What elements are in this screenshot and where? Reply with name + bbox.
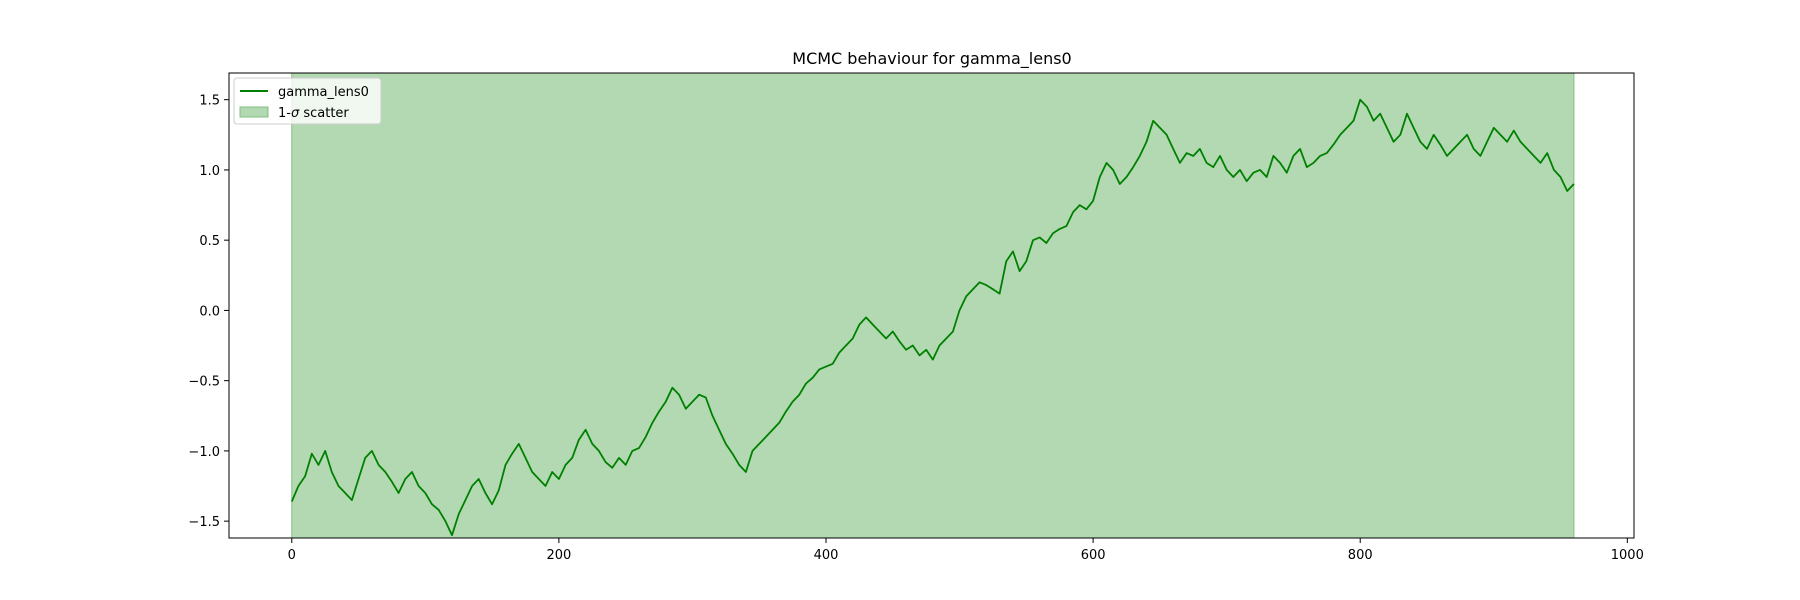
- chart-title: MCMC behaviour for gamma_lens0: [792, 49, 1071, 69]
- legend-band-sigma: σ: [291, 106, 300, 121]
- y-tick-label: −1.0: [188, 445, 220, 460]
- legend-band-swatch: [239, 106, 269, 118]
- y-tick-label: 0.5: [199, 234, 220, 249]
- x-tick-label: 400: [814, 548, 839, 563]
- legend-band-suffix: scatter: [299, 106, 349, 121]
- y-tick-label: −0.5: [188, 375, 220, 390]
- y-tick-label: 1.5: [199, 94, 220, 109]
- plot-frame: [228, 72, 1635, 539]
- x-tick-label: 200: [546, 548, 571, 563]
- legend-line-label: gamma_lens0: [278, 85, 369, 100]
- x-tick-label: 0: [288, 548, 296, 563]
- series-layer: [290, 98, 1575, 537]
- x-axis: 0 200 400 600 800 1000: [288, 538, 1644, 563]
- y-tick-label: −1.5: [188, 515, 220, 530]
- x-tick-label: 1000: [1611, 548, 1644, 563]
- legend-box: [233, 77, 382, 125]
- legend-band-label: 1-σ scatter: [278, 106, 349, 121]
- legend-band-prefix: 1-: [278, 106, 291, 121]
- legend: gamma_lens0 1-σ scatter: [233, 77, 382, 125]
- series-line-0: [290, 98, 1575, 537]
- y-axis: −1.5 −1.0 −0.5 0.0 0.5 1.0 1.5: [188, 94, 229, 530]
- sigma-band: [291, 72, 1575, 539]
- x-tick-label: 800: [1348, 548, 1373, 563]
- y-tick-label: 1.0: [199, 164, 220, 179]
- y-tick-label: 0.0: [199, 304, 220, 319]
- x-tick-label: 600: [1081, 548, 1106, 563]
